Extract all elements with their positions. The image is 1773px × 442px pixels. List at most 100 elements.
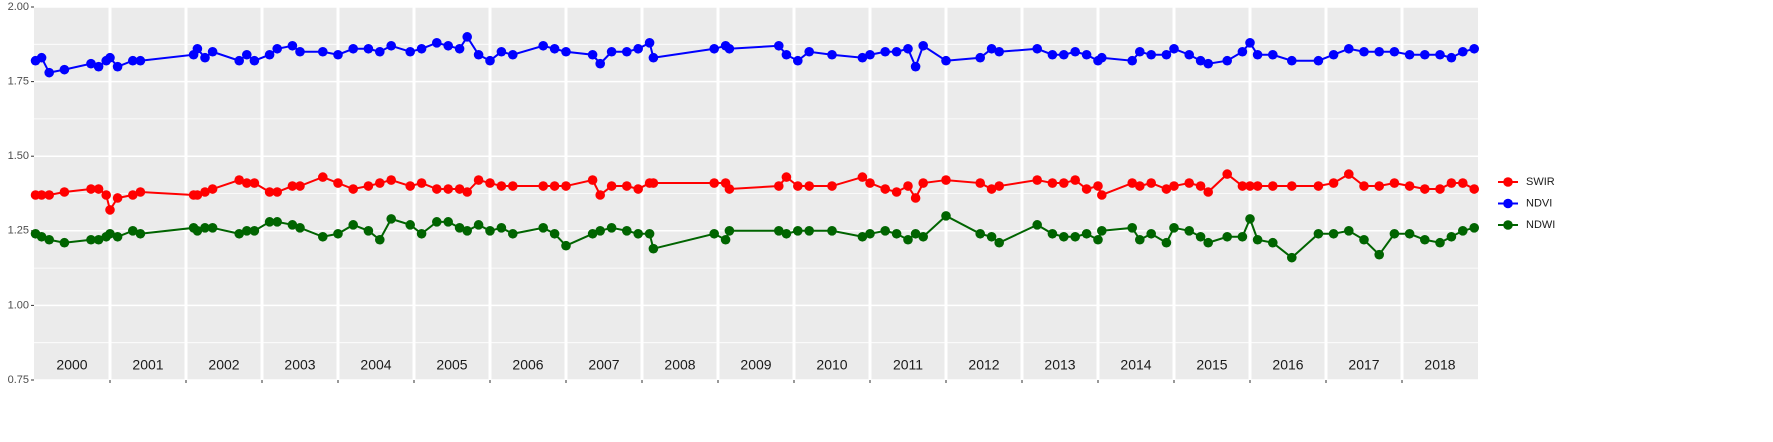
- data-point: [207, 223, 218, 233]
- data-point: [1469, 43, 1479, 54]
- data-point: [1127, 55, 1137, 66]
- data-point: [595, 190, 605, 200]
- data-point: [724, 184, 735, 194]
- data-point: [93, 61, 104, 72]
- data-point: [918, 40, 928, 51]
- data-point: [1222, 169, 1232, 179]
- data-point: [363, 181, 374, 191]
- data-point: [1146, 178, 1156, 188]
- data-point: [1161, 49, 1172, 60]
- data-point: [1458, 178, 1468, 188]
- data-point: [1252, 49, 1263, 60]
- data-point: [1222, 55, 1232, 66]
- data-point: [724, 43, 735, 54]
- data-point: [1169, 181, 1179, 191]
- data-point: [918, 178, 928, 188]
- data-point: [386, 40, 397, 51]
- data-point: [1435, 237, 1445, 248]
- legend-point: [1503, 220, 1513, 230]
- data-point: [648, 243, 659, 254]
- data-point: [827, 49, 837, 60]
- data-point: [1161, 184, 1172, 194]
- data-point: [1313, 228, 1324, 239]
- data-point: [1047, 228, 1058, 239]
- data-point: [405, 46, 416, 57]
- year-label: 2003: [284, 357, 315, 373]
- data-point: [1389, 46, 1400, 57]
- data-point: [1032, 43, 1042, 54]
- data-point: [903, 234, 913, 245]
- data-point: [287, 181, 298, 191]
- data-point: [774, 226, 784, 236]
- data-point: [1161, 237, 1172, 248]
- data-point: [994, 46, 1004, 57]
- data-point: [432, 38, 442, 48]
- data-point: [192, 43, 203, 54]
- data-point: [485, 178, 495, 188]
- data-point: [234, 228, 244, 239]
- data-point: [1435, 49, 1445, 60]
- data-point: [128, 55, 138, 66]
- data-point: [44, 234, 54, 245]
- year-label: 2001: [132, 357, 163, 373]
- data-point: [234, 175, 244, 185]
- data-point: [86, 58, 96, 69]
- data-point: [242, 49, 252, 60]
- year-label: 2011: [893, 357, 923, 373]
- data-point: [36, 231, 47, 242]
- data-point: [1252, 234, 1263, 245]
- data-point: [386, 214, 397, 224]
- data-point: [1328, 49, 1339, 60]
- data-point: [1245, 214, 1255, 224]
- y-tick-label: 1.00: [8, 299, 29, 311]
- year-label: 2014: [1120, 357, 1151, 373]
- data-point: [1374, 249, 1384, 260]
- data-point: [1374, 46, 1384, 57]
- data-point: [200, 187, 210, 197]
- data-point: [333, 228, 343, 239]
- data-point: [363, 43, 374, 54]
- data-point: [348, 43, 359, 54]
- data-point: [59, 64, 70, 75]
- data-point: [622, 46, 632, 57]
- data-point: [1237, 46, 1248, 57]
- y-tick-label: 0.75: [8, 374, 29, 386]
- data-point: [1287, 181, 1297, 191]
- data-point: [1404, 181, 1415, 191]
- data-point: [1435, 184, 1445, 194]
- year-label: 2017: [1348, 357, 1379, 373]
- data-point: [622, 226, 632, 236]
- data-point: [1081, 228, 1092, 239]
- data-point: [405, 181, 416, 191]
- data-point: [1446, 231, 1457, 242]
- data-point: [287, 220, 298, 230]
- data-point: [1097, 226, 1107, 236]
- data-point: [880, 184, 890, 194]
- data-point: [1359, 46, 1369, 57]
- data-point: [1268, 49, 1278, 60]
- year-label: 2008: [664, 357, 695, 373]
- data-point: [1059, 231, 1069, 242]
- data-point: [793, 181, 803, 191]
- year-label: 2007: [588, 357, 619, 373]
- data-point: [333, 49, 343, 60]
- data-point: [1032, 175, 1042, 185]
- data-point: [1359, 234, 1369, 245]
- data-point: [918, 231, 928, 242]
- data-point: [432, 217, 442, 227]
- data-point: [549, 181, 560, 191]
- data-point: [606, 223, 617, 233]
- data-point: [295, 223, 305, 233]
- data-point: [793, 226, 803, 236]
- data-point: [454, 43, 465, 54]
- data-point: [207, 46, 218, 57]
- data-point: [454, 223, 465, 233]
- legend-point: [1503, 198, 1513, 209]
- data-point: [1328, 178, 1339, 188]
- data-point: [781, 172, 792, 182]
- data-point: [1313, 55, 1324, 66]
- data-point: [473, 49, 484, 60]
- data-point: [234, 55, 244, 66]
- data-point: [1287, 252, 1297, 263]
